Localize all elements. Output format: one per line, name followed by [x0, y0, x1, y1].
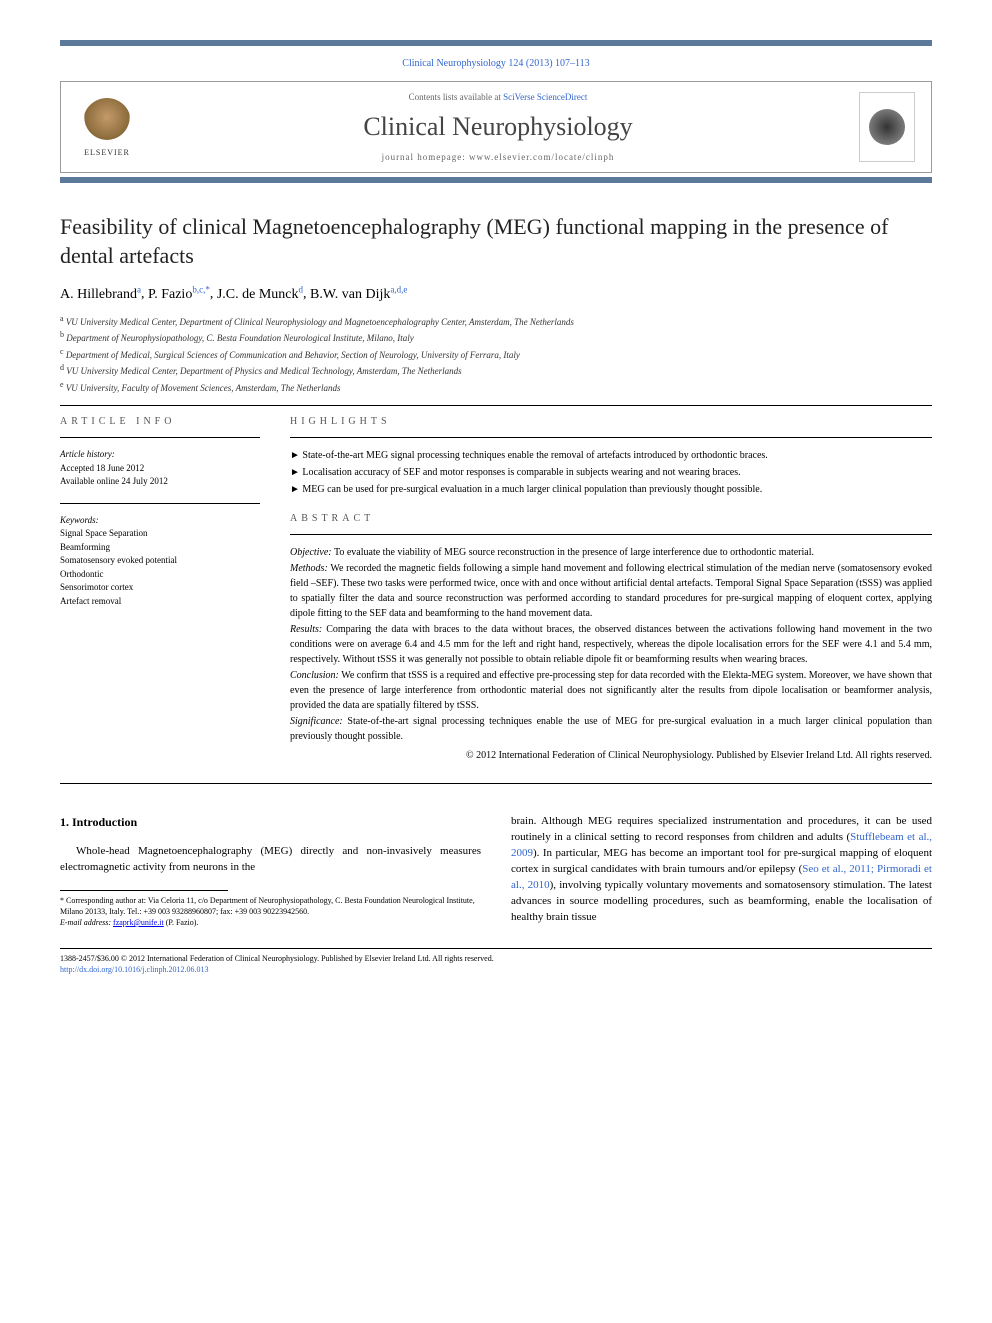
keywords-block: Keywords: Signal Space Separation Beamfo…	[60, 514, 260, 609]
keyword: Sensorimotor cortex	[60, 581, 260, 595]
homepage-line: journal homepage: www.elsevier.com/locat…	[157, 152, 839, 162]
abstract-section: Objective: To evaluate the viability of …	[290, 545, 932, 560]
abstract-section: Significance: State-of-the-art signal pr…	[290, 714, 932, 744]
doi-link[interactable]: http://dx.doi.org/10.1016/j.clinph.2012.…	[60, 965, 209, 974]
elsevier-logo: ELSEVIER	[77, 92, 137, 162]
rule	[60, 503, 260, 504]
highlight-item: ► State-of-the-art MEG signal processing…	[290, 448, 932, 463]
keywords-label: Keywords:	[60, 514, 260, 528]
email-link[interactable]: fzaprk@unife.it	[113, 918, 164, 927]
abstract-heading: ABSTRACT	[290, 513, 932, 524]
affiliations: a VU University Medical Center, Departme…	[60, 313, 932, 396]
affiliation: d VU University Medical Center, Departme…	[60, 362, 932, 379]
footer-rule	[60, 948, 932, 949]
accepted-date: Accepted 18 June 2012	[60, 462, 260, 476]
abstract-section: Conclusion: We confirm that tSSS is a re…	[290, 668, 932, 713]
affiliation: b Department of Neurophysiopathology, C.…	[60, 329, 932, 346]
abstract-section: Methods: We recorded the magnetic fields…	[290, 561, 932, 621]
elsevier-tree-icon	[83, 98, 131, 146]
intro-heading: 1. Introduction	[60, 814, 481, 831]
article-history: Article history: Accepted 18 June 2012 A…	[60, 448, 260, 489]
rule	[290, 534, 932, 535]
footer-text: 1388-2457/$36.00 © 2012 International Fe…	[60, 953, 932, 975]
journal-cover-thumb	[859, 92, 915, 162]
highlight-item: ► Localisation accuracy of SEF and motor…	[290, 465, 932, 480]
elsevier-text: ELSEVIER	[84, 148, 130, 157]
cover-icon	[869, 109, 905, 145]
rule	[290, 437, 932, 438]
homepage-prefix: journal homepage:	[382, 152, 469, 162]
affiliation: e VU University, Faculty of Movement Sci…	[60, 379, 932, 396]
sciencedirect-link[interactable]: SciVerse ScienceDirect	[503, 92, 587, 102]
authors-line: A. Hillebranda, P. Faziob,c,*, J.C. de M…	[60, 284, 932, 303]
affiliation: a VU University Medical Center, Departme…	[60, 313, 932, 330]
article-title: Feasibility of clinical Magnetoencephalo…	[60, 213, 932, 270]
author: A. Hillebranda	[60, 287, 141, 302]
abstract-body: Objective: To evaluate the viability of …	[290, 545, 932, 763]
email-footnote: E-mail address: fzaprk@unife.it (P. Fazi…	[60, 917, 481, 928]
corresponding-footnote: * Corresponding author at: Via Celoria 1…	[60, 895, 481, 917]
affiliation: c Department of Medical, Surgical Scienc…	[60, 346, 932, 363]
contents-line: Contents lists available at SciVerse Sci…	[157, 92, 839, 102]
highlights-list: ► State-of-the-art MEG signal processing…	[290, 448, 932, 497]
intro-para: Whole-head Magnetoencephalography (MEG) …	[60, 844, 481, 876]
header-center: Contents lists available at SciVerse Sci…	[157, 92, 839, 162]
abstract-copyright: © 2012 International Federation of Clini…	[290, 748, 932, 763]
author: B.W. van Dijka,d,e	[310, 287, 407, 302]
keyword: Signal Space Separation	[60, 527, 260, 541]
abstract-col: HIGHLIGHTS ► State-of-the-art MEG signal…	[290, 416, 932, 763]
highlight-item: ► MEG can be used for pre-surgical evalu…	[290, 482, 932, 497]
journal-name: Clinical Neurophysiology	[157, 112, 839, 142]
divider-bar	[60, 177, 932, 183]
keyword: Beamforming	[60, 541, 260, 555]
intro-right-col: brain. Although MEG requires specialized…	[511, 814, 932, 928]
intro-section: 1. Introduction Whole-head Magnetoenceph…	[60, 814, 932, 928]
online-date: Available online 24 July 2012	[60, 475, 260, 489]
keyword: Somatosensory evoked potential	[60, 554, 260, 568]
intro-left-col: 1. Introduction Whole-head Magnetoenceph…	[60, 814, 481, 928]
rule	[60, 405, 932, 406]
journal-header-box: ELSEVIER Contents lists available at Sci…	[60, 81, 932, 173]
keyword: Orthodontic	[60, 568, 260, 582]
journal-reference: Clinical Neurophysiology 124 (2013) 107–…	[60, 58, 932, 69]
rule	[60, 437, 260, 438]
contents-prefix: Contents lists available at	[409, 92, 503, 102]
article-info-col: ARTICLE INFO Article history: Accepted 1…	[60, 416, 260, 763]
footer-copyright: 1388-2457/$36.00 © 2012 International Fe…	[60, 953, 932, 964]
footnote-rule	[60, 890, 228, 891]
author: P. Faziob,c,*	[148, 287, 210, 302]
intro-para: brain. Although MEG requires specialized…	[511, 814, 932, 926]
homepage-url: www.elsevier.com/locate/clinph	[469, 152, 614, 162]
keyword: Artefact removal	[60, 595, 260, 609]
rule	[60, 783, 932, 784]
history-label: Article history:	[60, 448, 260, 462]
info-abstract-row: ARTICLE INFO Article history: Accepted 1…	[60, 416, 932, 763]
highlights-heading: HIGHLIGHTS	[290, 416, 932, 427]
article-info-heading: ARTICLE INFO	[60, 416, 260, 427]
author: J.C. de Munckd	[217, 287, 303, 302]
abstract-section: Results: Comparing the data with braces …	[290, 622, 932, 667]
top-accent-bar	[60, 40, 932, 54]
email-label: E-mail address:	[60, 918, 113, 927]
